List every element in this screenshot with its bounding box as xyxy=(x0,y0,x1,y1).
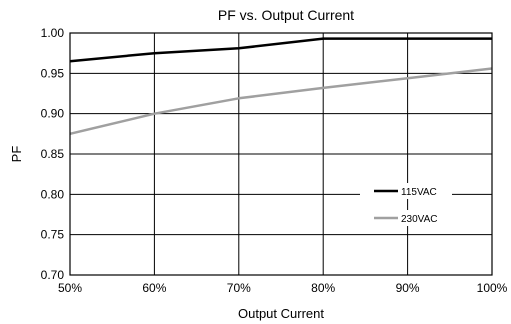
y-tick-label: 0.80 xyxy=(41,187,65,201)
series-line xyxy=(69,67,493,136)
x-tick-labels: 50% 60% 70% 80% 90% 100% xyxy=(58,281,508,295)
legend-entry-background xyxy=(360,183,452,199)
y-tick-label: 0.95 xyxy=(41,66,65,80)
x-tick-label: 70% xyxy=(227,281,251,295)
chart-title: PF vs. Output Current xyxy=(218,7,354,23)
legend-label: 115VAC xyxy=(401,187,437,198)
plot-frame xyxy=(69,32,493,276)
x-tick-label: 100% xyxy=(477,281,508,295)
y-tick-label: 0.85 xyxy=(41,147,65,161)
x-tick-label: 60% xyxy=(142,281,166,295)
y-tick-label: 0.70 xyxy=(41,268,65,282)
legend-entry-background xyxy=(360,210,452,226)
y-tick-label: 1.00 xyxy=(41,26,65,40)
y-tick-label: 0.90 xyxy=(41,107,65,121)
x-tick-label: 90% xyxy=(396,281,420,295)
x-axis-label: Output Current xyxy=(238,306,324,321)
y-axis-label: PF xyxy=(9,146,24,163)
x-tick-label: 50% xyxy=(58,281,82,295)
x-tick-label: 80% xyxy=(311,281,335,295)
grid xyxy=(70,33,492,275)
y-tick-label: 0.75 xyxy=(41,228,65,242)
legend: 115VAC 230VAC xyxy=(360,183,452,226)
series-group xyxy=(69,37,493,136)
series-line xyxy=(69,37,492,63)
y-tick-labels: 0.70 0.75 0.80 0.85 0.90 0.95 1.00 xyxy=(41,26,65,282)
legend-label: 230VAC xyxy=(401,214,438,225)
